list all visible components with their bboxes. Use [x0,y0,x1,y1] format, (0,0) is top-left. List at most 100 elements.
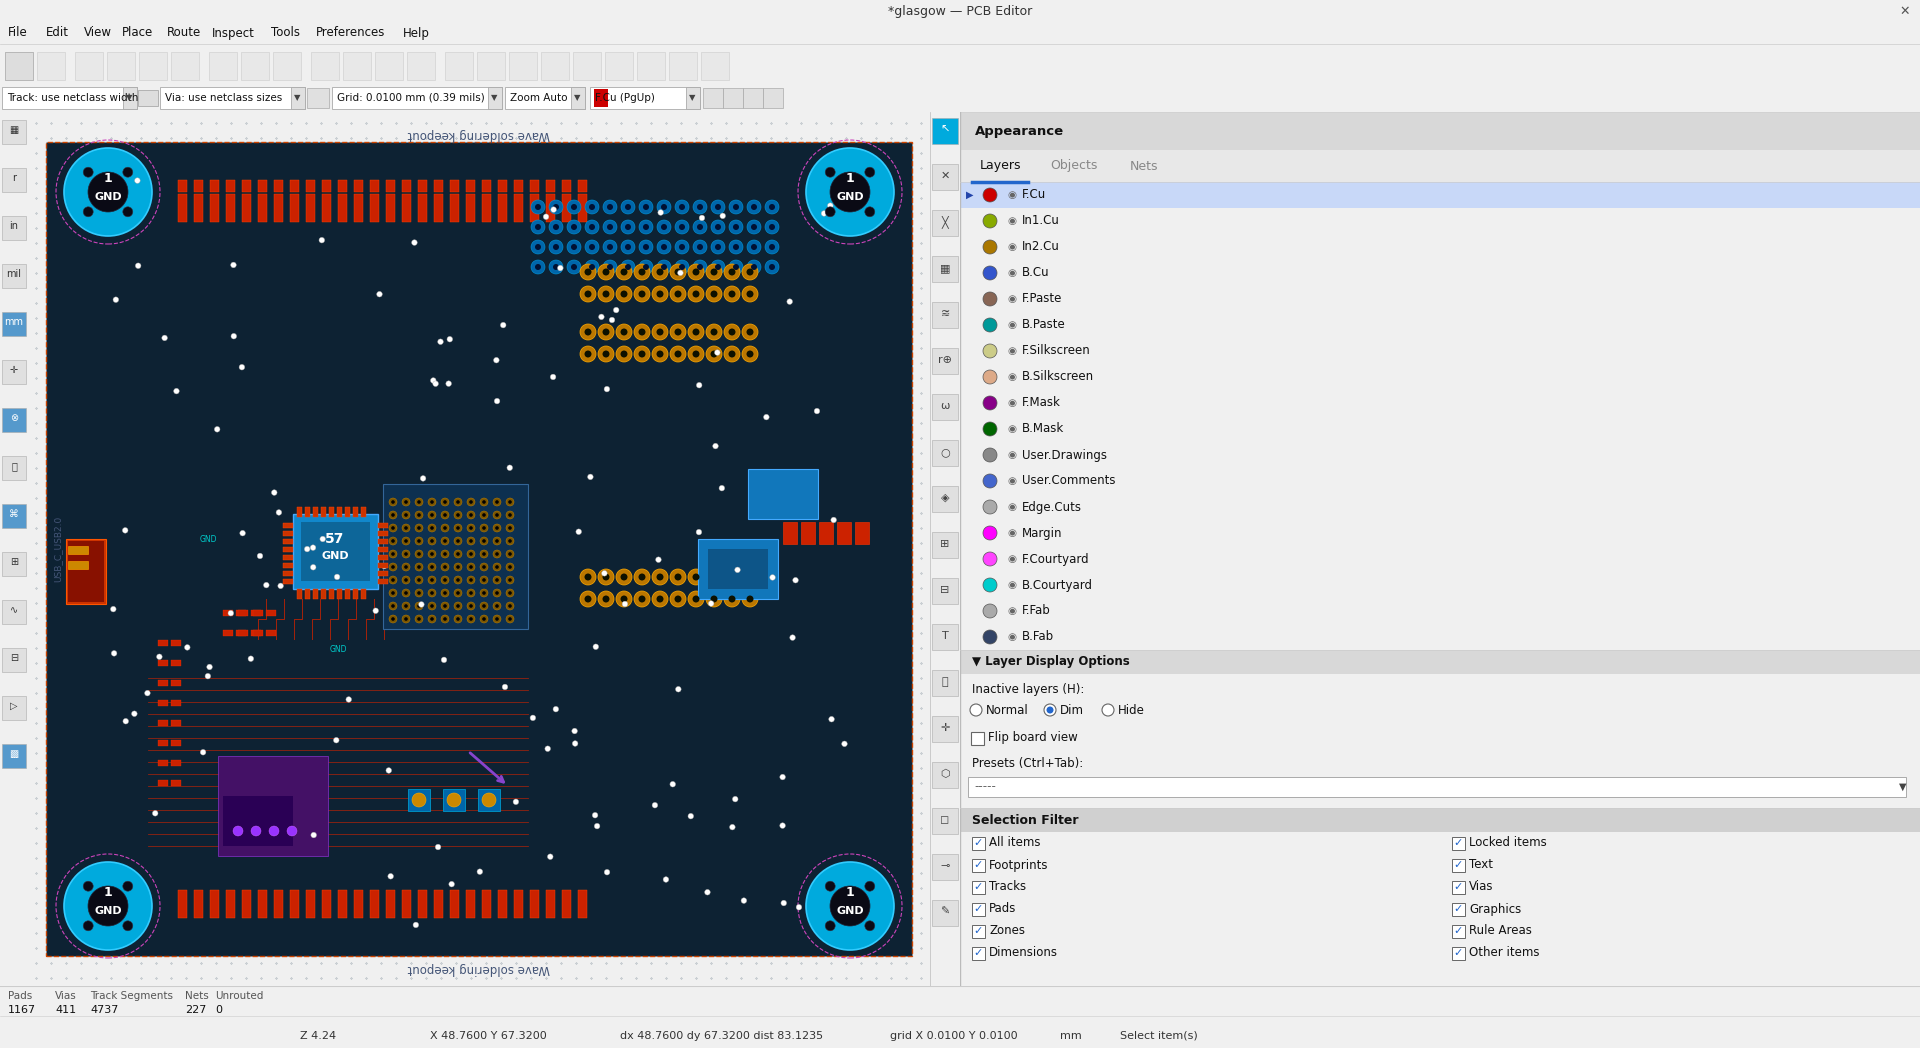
Circle shape [710,328,718,335]
Circle shape [405,500,407,504]
Circle shape [134,178,140,183]
Circle shape [444,578,447,582]
Bar [699,539,778,599]
Text: Locked items: Locked items [1469,836,1548,850]
Circle shape [480,550,488,558]
Text: ✓: ✓ [973,882,983,892]
Circle shape [728,268,735,276]
Text: F.Silkscreen: F.Silkscreen [1021,345,1091,357]
Circle shape [507,465,513,471]
Circle shape [747,220,760,234]
Bar [275,890,282,918]
Text: Normal: Normal [987,703,1029,717]
Circle shape [405,565,407,569]
Circle shape [415,589,422,597]
Circle shape [670,264,685,280]
Circle shape [751,244,756,250]
Bar [530,890,540,918]
Circle shape [390,550,397,558]
Circle shape [442,657,447,662]
Circle shape [730,260,743,274]
Circle shape [826,168,835,177]
Bar [378,539,388,544]
Circle shape [457,540,459,543]
Bar [801,522,814,544]
Circle shape [401,511,411,519]
Circle shape [728,573,735,581]
Bar [157,720,169,726]
Bar [783,522,797,544]
Bar [36,52,65,80]
Circle shape [676,260,689,274]
Text: F.Mask: F.Mask [1021,396,1062,410]
Circle shape [430,500,434,504]
Circle shape [751,264,756,270]
Circle shape [482,605,486,608]
Circle shape [240,530,246,536]
Circle shape [653,569,668,585]
Text: B.Cu: B.Cu [1021,266,1050,280]
Circle shape [430,540,434,543]
Circle shape [536,244,541,250]
Bar [749,470,818,519]
Bar [378,571,388,576]
Circle shape [468,605,472,608]
Circle shape [63,148,152,236]
Circle shape [83,881,94,891]
Bar [762,88,783,108]
Circle shape [88,886,129,926]
Text: Vias: Vias [1469,880,1494,894]
Circle shape [417,591,420,595]
Circle shape [983,344,996,358]
Circle shape [417,605,420,608]
Text: All items: All items [989,836,1041,850]
Bar [2,216,27,240]
Text: Track: use netclass width: Track: use netclass width [8,93,138,103]
Circle shape [311,545,315,550]
Circle shape [392,552,396,555]
Text: ◉: ◉ [1006,554,1016,564]
Circle shape [457,500,459,504]
Circle shape [983,474,996,488]
Circle shape [639,240,653,254]
Bar [931,900,958,926]
Circle shape [232,826,244,836]
Circle shape [693,573,699,581]
Circle shape [480,563,488,571]
Text: ▼: ▼ [574,93,580,103]
Circle shape [710,290,718,298]
Circle shape [730,220,743,234]
Bar [209,52,236,80]
Circle shape [626,224,632,230]
Circle shape [453,537,463,545]
Circle shape [732,796,737,802]
Bar [545,890,555,918]
Bar [931,670,958,696]
Bar [515,194,522,222]
Circle shape [793,577,799,583]
Bar [2,408,27,432]
Bar [194,890,204,918]
Circle shape [468,500,472,504]
Circle shape [660,244,666,250]
Bar [445,52,472,80]
Bar [209,194,219,222]
Circle shape [676,220,689,234]
Text: ∿: ∿ [10,605,17,615]
Circle shape [549,220,563,234]
Bar [972,903,985,916]
Circle shape [444,565,447,569]
Circle shape [390,498,397,506]
Circle shape [693,328,699,335]
Circle shape [983,266,996,280]
Circle shape [549,240,563,254]
Bar [257,194,267,222]
Bar [378,555,388,560]
Bar [407,789,430,811]
Circle shape [468,565,472,569]
Bar [931,854,958,880]
Bar [344,52,371,80]
Circle shape [733,224,739,230]
Text: GND: GND [94,907,121,916]
Bar [593,89,609,107]
